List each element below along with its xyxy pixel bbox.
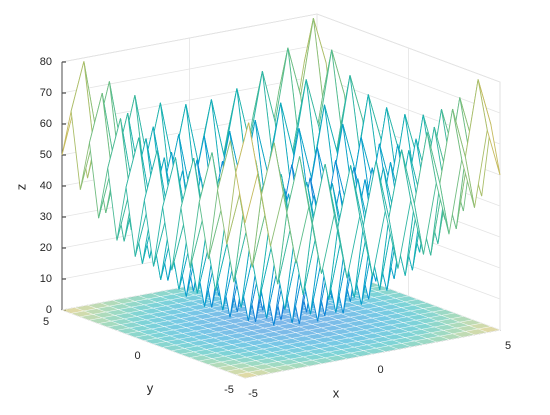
x-tick-label: 5 [505, 340, 511, 352]
y-tick-label: -5 [224, 384, 234, 396]
surface-cell [235, 122, 259, 224]
grid-line [61, 13, 501, 83]
floor-contour [235, 371, 259, 379]
y-tick-label: 5 [43, 316, 49, 328]
z-tick-label: 50 [40, 149, 52, 161]
z-tick-label: 10 [40, 273, 52, 285]
z-tick-label: 30 [40, 211, 52, 223]
z-tick-label: 80 [40, 56, 52, 68]
z-axis-label: z [13, 184, 28, 191]
z-tick-label: 70 [40, 87, 52, 99]
y-axis-label: y [147, 380, 154, 395]
z-tick-label: 60 [40, 118, 52, 130]
x-tick-label: -5 [248, 388, 258, 400]
x-tick-label: 0 [377, 364, 383, 376]
z-tick-label: 0 [46, 304, 52, 316]
x-axis-label: x [333, 385, 340, 400]
y-tick-label: 0 [134, 350, 140, 362]
z-tick-label: 20 [40, 242, 52, 254]
z-tick-label: 40 [40, 180, 52, 192]
